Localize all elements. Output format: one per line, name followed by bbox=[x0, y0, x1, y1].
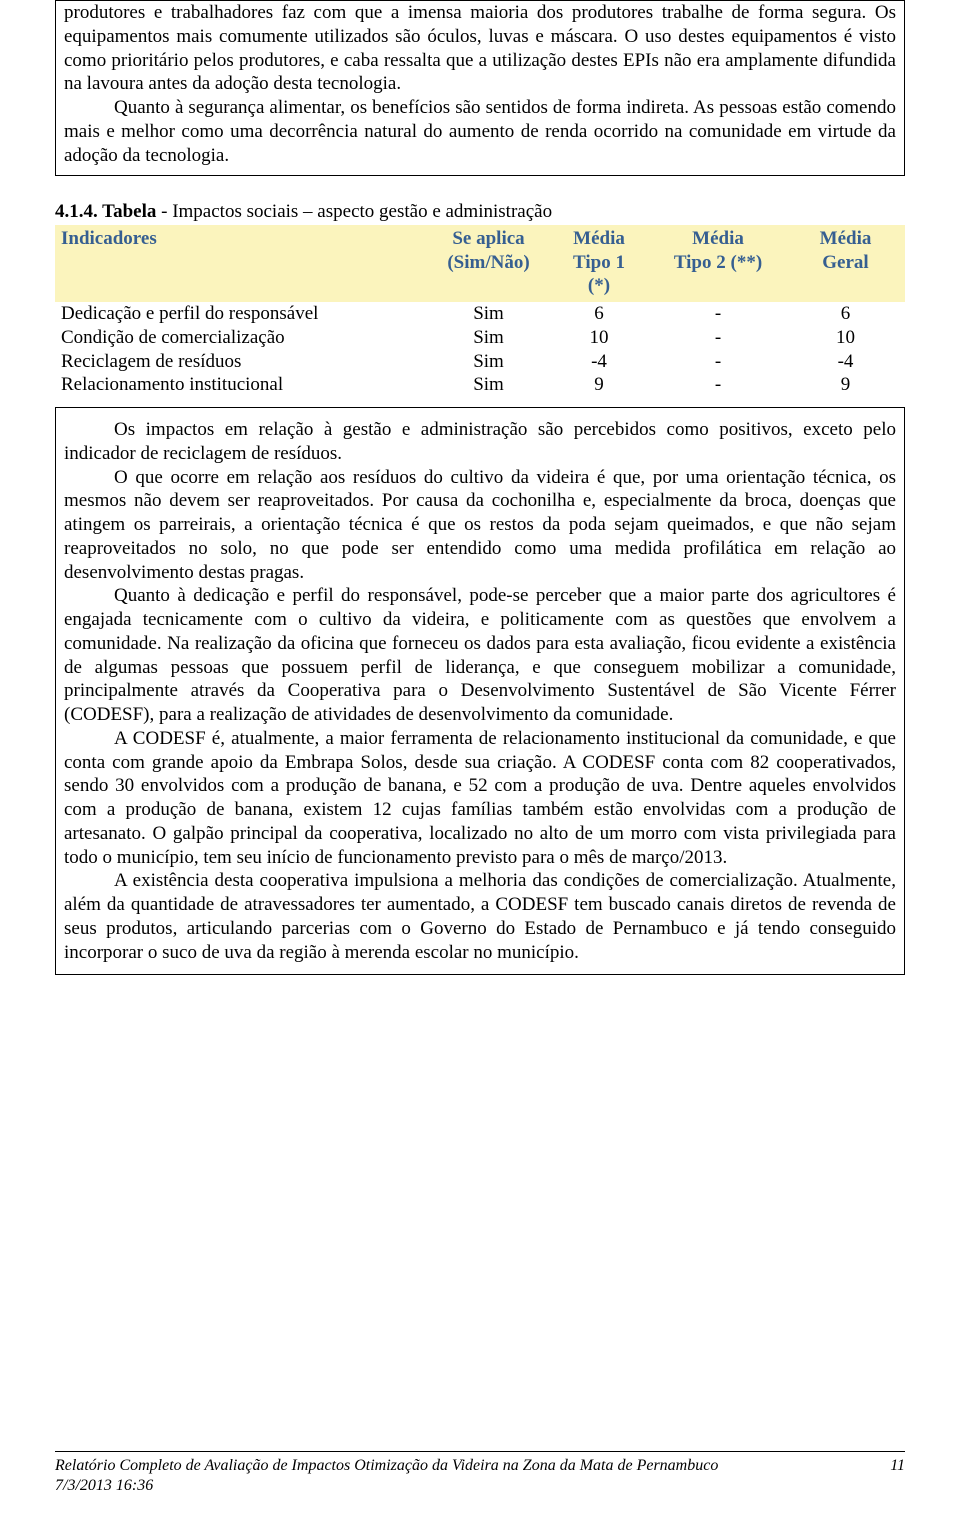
col-media2: Média Tipo 2 (**) bbox=[650, 225, 786, 302]
caption-text: - Impactos sociais – aspecto gestão e ad… bbox=[156, 201, 552, 222]
footer-datetime: 7/3/2013 16:36 bbox=[55, 1477, 153, 1494]
footer-page-number: 11 bbox=[890, 1456, 905, 1476]
cell-media2: - bbox=[650, 350, 786, 374]
paragraph: O que ocorre em relação aos resíduos do … bbox=[64, 466, 896, 585]
text-box-2: Os impactos em relação à gestão e admini… bbox=[55, 407, 905, 975]
table-row: Reciclagem de resíduos Sim -4 - -4 bbox=[55, 350, 905, 374]
cell-mediageral: -4 bbox=[786, 350, 905, 374]
table-body: Dedicação e perfil do responsável Sim 6 … bbox=[55, 302, 905, 397]
cell-indicador: Condição de comercialização bbox=[55, 326, 429, 350]
cell-mediageral: 6 bbox=[786, 302, 905, 326]
footer-title: Relatório Completo de Avaliação de Impac… bbox=[55, 1457, 718, 1474]
cell-indicador: Dedicação e perfil do responsável bbox=[55, 302, 429, 326]
cell-indicador: Relacionamento institucional bbox=[55, 373, 429, 397]
paragraph: produtores e trabalhadores faz com que a… bbox=[64, 1, 896, 96]
page-footer: Relatório Completo de Avaliação de Impac… bbox=[55, 1451, 905, 1496]
col-indicadores: Indicadores bbox=[55, 225, 429, 302]
col-media1: Média Tipo 1 (*) bbox=[548, 225, 650, 302]
text-box-1: produtores e trabalhadores faz com que a… bbox=[55, 0, 905, 176]
table-caption: 4.1.4. Tabela - Impactos sociais – aspec… bbox=[55, 200, 905, 225]
col-mediageral: Média Geral bbox=[786, 225, 905, 302]
cell-media1: -4 bbox=[548, 350, 650, 374]
paragraph: Os impactos em relação à gestão e admini… bbox=[64, 418, 896, 466]
paragraph: A CODESF é, atualmente, a maior ferramen… bbox=[64, 727, 896, 870]
table-header-row: Indicadores Se aplica (Sim/Não) Média Ti… bbox=[55, 225, 905, 302]
cell-seaplica: Sim bbox=[429, 326, 548, 350]
cell-seaplica: Sim bbox=[429, 302, 548, 326]
table-row: Relacionamento institucional Sim 9 - 9 bbox=[55, 373, 905, 397]
cell-media1: 6 bbox=[548, 302, 650, 326]
cell-media2: - bbox=[650, 373, 786, 397]
impacts-table: Indicadores Se aplica (Sim/Não) Média Ti… bbox=[55, 225, 905, 397]
paragraph: Quanto à dedicação e perfil do responsáv… bbox=[64, 584, 896, 727]
col-seaplica: Se aplica (Sim/Não) bbox=[429, 225, 548, 302]
cell-media1: 10 bbox=[548, 326, 650, 350]
paragraph: Quanto à segurança alimentar, os benefíc… bbox=[64, 96, 896, 167]
table-row: Dedicação e perfil do responsável Sim 6 … bbox=[55, 302, 905, 326]
cell-seaplica: Sim bbox=[429, 350, 548, 374]
cell-mediageral: 9 bbox=[786, 373, 905, 397]
cell-seaplica: Sim bbox=[429, 373, 548, 397]
paragraph: A existência desta cooperativa impulsion… bbox=[64, 869, 896, 964]
footer-left: Relatório Completo de Avaliação de Impac… bbox=[55, 1456, 718, 1496]
cell-mediageral: 10 bbox=[786, 326, 905, 350]
table-row: Condição de comercialização Sim 10 - 10 bbox=[55, 326, 905, 350]
cell-indicador: Reciclagem de resíduos bbox=[55, 350, 429, 374]
cell-media2: - bbox=[650, 326, 786, 350]
document-page: produtores e trabalhadores faz com que a… bbox=[0, 0, 960, 1516]
caption-number: 4.1.4. Tabela bbox=[55, 201, 156, 222]
cell-media1: 9 bbox=[548, 373, 650, 397]
cell-media2: - bbox=[650, 302, 786, 326]
